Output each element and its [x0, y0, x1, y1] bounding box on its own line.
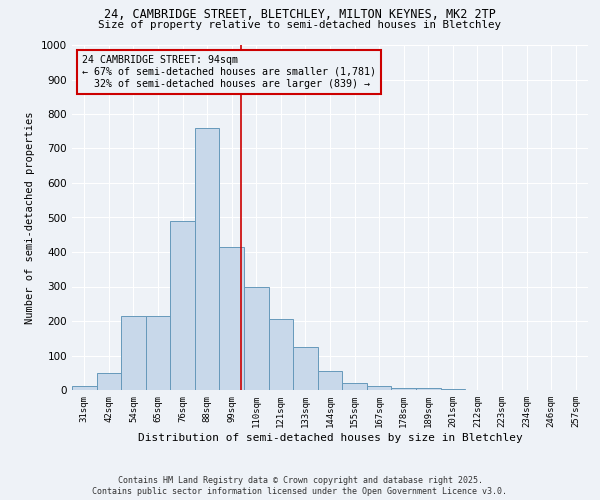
Bar [391, 388, 416, 390]
Text: 24 CAMBRIDGE STREET: 94sqm
← 67% of semi-detached houses are smaller (1,781)
  3: 24 CAMBRIDGE STREET: 94sqm ← 67% of semi… [82, 56, 376, 88]
Text: Contains public sector information licensed under the Open Government Licence v3: Contains public sector information licen… [92, 487, 508, 496]
Text: 24, CAMBRIDGE STREET, BLETCHLEY, MILTON KEYNES, MK2 2TP: 24, CAMBRIDGE STREET, BLETCHLEY, MILTON … [104, 8, 496, 20]
Bar [440, 389, 465, 390]
Text: Contains HM Land Registry data © Crown copyright and database right 2025.: Contains HM Land Registry data © Crown c… [118, 476, 482, 485]
Y-axis label: Number of semi-detached properties: Number of semi-detached properties [25, 112, 35, 324]
Bar [416, 388, 440, 390]
Text: Size of property relative to semi-detached houses in Bletchley: Size of property relative to semi-detach… [98, 20, 502, 30]
Bar [342, 383, 367, 390]
Bar [367, 386, 391, 390]
Bar [220, 247, 244, 390]
Bar [170, 221, 195, 390]
Bar [269, 320, 293, 390]
Bar [146, 316, 170, 390]
Bar [97, 373, 121, 390]
Bar [72, 386, 97, 390]
Bar [244, 286, 269, 390]
Bar [195, 128, 220, 390]
Bar [293, 347, 318, 390]
Bar [318, 371, 342, 390]
Bar [121, 316, 146, 390]
X-axis label: Distribution of semi-detached houses by size in Bletchley: Distribution of semi-detached houses by … [137, 432, 523, 442]
